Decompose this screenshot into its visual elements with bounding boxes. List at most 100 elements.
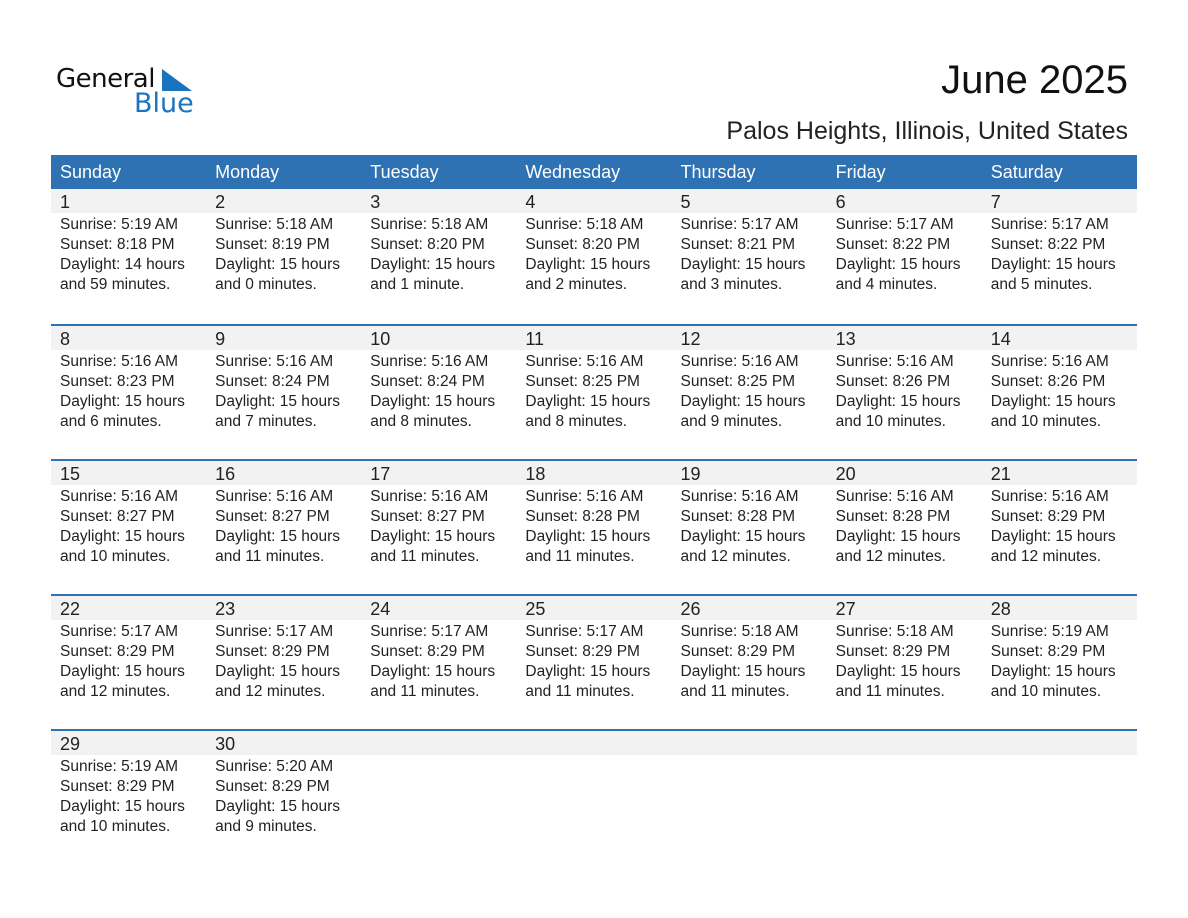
day-number: 18 [525,464,546,484]
day-cell: Sunrise: 5:18 AM Sunset: 8:20 PM Daylight:… [516,213,671,295]
sunset-text: Sunset: 8:26 PM [990,373,1106,390]
day-number [982,731,1137,755]
date-row: 8 9 10 11 12 13 14 [51,326,1137,350]
daylight-text: Daylight: 15 hours [60,528,185,545]
minutes-text: and 10 minutes. [60,548,171,565]
sunrise-text: Sunrise: 5:16 AM [835,488,954,505]
info-row: Sunrise: 5:16 AM Sunset: 8:23 PM Daylight:… [51,350,1137,432]
sunset-text: Sunset: 8:29 PM [835,643,951,660]
sunrise-text: Sunrise: 5:17 AM [370,623,489,640]
day-number: 15 [60,464,81,484]
day-number: 23 [215,599,236,619]
day-cell: Sunrise: 5:16 AM Sunset: 8:26 PM Daylight:… [827,350,982,432]
minutes-text: and 2 minutes. [525,276,628,293]
sunset-text: Sunset: 8:24 PM [215,373,330,390]
minutes-text: and 1 minute. [370,276,465,293]
day-cell: Sunrise: 5:16 AM Sunset: 8:27 PM Daylight:… [361,485,516,567]
minutes-text: and 9 minutes. [680,413,783,430]
day-number: 10 [370,329,391,349]
weekday-saturday: Saturday [990,162,1063,182]
sunset-text: Sunset: 8:29 PM [215,778,330,795]
day-cell: Sunrise: 5:16 AM Sunset: 8:28 PM Daylight:… [672,485,827,567]
day-cell: Sunrise: 5:18 AM Sunset: 8:29 PM Daylight:… [672,620,827,702]
sunrise-text: Sunrise: 5:16 AM [525,353,644,370]
daylight-text: Daylight: 15 hours [525,663,651,680]
sunrise-text: Sunrise: 5:16 AM [370,488,489,505]
sunset-text: Sunset: 8:25 PM [525,373,640,390]
sunset-text: Sunset: 8:28 PM [525,508,640,525]
date-row: 1 2 3 4 5 6 7 [51,189,1137,213]
weekday-sunday: Sunday [60,162,122,182]
day-number [827,731,982,755]
day-cell: Sunrise: 5:17 AM Sunset: 8:29 PM Daylight:… [516,620,671,702]
sunrise-text: Sunrise: 5:16 AM [525,488,644,505]
daylight-text: Daylight: 15 hours [370,663,496,680]
day-number: 16 [215,464,236,484]
sunrise-text: Sunrise: 5:18 AM [525,216,644,233]
minutes-text: and 11 minutes. [525,683,635,700]
sunset-text: Sunset: 8:26 PM [835,373,951,390]
day-number: 5 [680,192,691,212]
sunset-text: Sunset: 8:28 PM [835,508,951,525]
day-number [672,731,827,755]
minutes-text: and 12 minutes. [60,683,171,700]
sunrise-text: Sunrise: 5:16 AM [990,488,1109,505]
minutes-text: and 10 minutes. [990,413,1102,430]
week-row: 29 30 Sunrise: 5:19 AM Sunset: 8:29 PM Dayli… [51,729,1137,864]
daylight-text: Daylight: 15 hours [990,528,1116,545]
minutes-text: and 8 minutes. [525,413,628,430]
sunrise-text: Sunrise: 5:17 AM [525,623,644,640]
minutes-text: and 11 minutes. [215,548,325,565]
day-number: 9 [215,329,226,349]
generalblue-logo: General Blue [56,64,196,120]
sunset-text: Sunset: 8:29 PM [525,643,640,660]
sunset-text: Sunset: 8:24 PM [370,373,485,390]
daylight-text: Daylight: 15 hours [990,393,1116,410]
sunset-text: Sunset: 8:19 PM [215,236,330,253]
minutes-text: and 6 minutes. [60,413,162,430]
day-number: 29 [60,734,81,754]
sunrise-text: Sunrise: 5:17 AM [215,623,334,640]
sunrise-text: Sunrise: 5:18 AM [215,216,334,233]
minutes-text: and 12 minutes. [835,548,946,565]
sunset-text: Sunset: 8:27 PM [370,508,485,525]
day-cell: Sunrise: 5:16 AM Sunset: 8:28 PM Daylight:… [516,485,671,567]
sunset-text: Sunset: 8:29 PM [215,643,330,660]
minutes-text: and 11 minutes. [835,683,945,700]
day-cell: Sunrise: 5:17 AM Sunset: 8:21 PM Daylight:… [672,213,827,295]
daylight-text: Daylight: 15 hours [680,393,806,410]
day-cell [361,755,516,837]
day-number [361,731,516,755]
daylight-text: Daylight: 15 hours [835,393,961,410]
weekday-thursday: Thursday [680,162,756,182]
sunrise-text: Sunrise: 5:16 AM [215,353,334,370]
minutes-text: and 11 minutes. [525,548,635,565]
day-number [516,731,671,755]
sunset-text: Sunset: 8:23 PM [60,373,175,390]
daylight-text: Daylight: 15 hours [60,393,185,410]
minutes-text: and 12 minutes. [215,683,326,700]
day-cell: Sunrise: 5:16 AM Sunset: 8:23 PM Daylight:… [51,350,206,432]
daylight-text: Daylight: 15 hours [990,256,1116,273]
weekday-monday: Monday [215,162,280,182]
minutes-text: and 59 minutes. [60,276,171,293]
sunset-text: Sunset: 8:29 PM [990,643,1106,660]
daylight-text: Daylight: 15 hours [215,663,341,680]
day-cell: Sunrise: 5:17 AM Sunset: 8:22 PM Daylight:… [827,213,982,295]
day-number: 7 [990,192,1001,212]
sunrise-text: Sunrise: 5:16 AM [680,488,799,505]
minutes-text: and 5 minutes. [990,276,1093,293]
minutes-text: and 8 minutes. [370,413,472,430]
day-cell: Sunrise: 5:19 AM Sunset: 8:29 PM Daylight:… [982,620,1137,702]
day-number: 6 [835,192,846,212]
date-row: 22 23 24 25 26 27 28 [51,596,1137,620]
weekday-header: Sunday Monday Tuesday Wednesday Thursday Frid… [51,155,1137,189]
sunrise-text: Sunrise: 5:16 AM [215,488,334,505]
day-cell: Sunrise: 5:17 AM Sunset: 8:29 PM Daylight:… [51,620,206,702]
daylight-text: Daylight: 15 hours [835,256,961,273]
day-number: 28 [990,599,1011,619]
weekday-wednesday: Wednesday [525,162,621,182]
day-number: 12 [680,329,701,349]
sunrise-text: Sunrise: 5:20 AM [215,758,334,775]
day-cell: Sunrise: 5:16 AM Sunset: 8:25 PM Daylight:… [672,350,827,432]
